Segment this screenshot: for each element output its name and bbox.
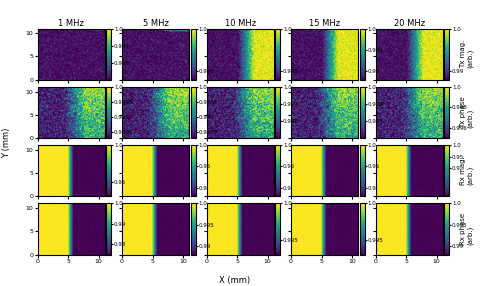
Title: 20 MHz: 20 MHz (394, 19, 424, 28)
Title: 15 MHz: 15 MHz (309, 19, 340, 28)
Title: 10 MHz: 10 MHz (224, 19, 256, 28)
Text: Rx mag.
(arb.): Rx mag. (arb.) (460, 156, 473, 185)
Text: Y (mm): Y (mm) (2, 128, 12, 158)
Title: 5 MHz: 5 MHz (142, 19, 169, 28)
Text: X (mm): X (mm) (220, 276, 250, 285)
Text: Tx phase
(arb.): Tx phase (arb.) (460, 97, 473, 128)
Text: Tx mag.
(arb.): Tx mag. (arb.) (460, 40, 473, 68)
Text: Rx phase
(arb.): Rx phase (arb.) (460, 213, 473, 245)
Title: 1 MHz: 1 MHz (58, 19, 84, 28)
